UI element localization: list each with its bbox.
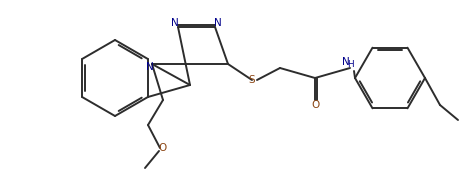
Text: O: O [158,143,166,153]
Text: N: N [214,18,222,28]
Text: O: O [311,100,319,110]
Text: S: S [249,75,255,85]
Text: N: N [171,18,179,28]
Text: H: H [347,59,353,69]
Text: N: N [342,57,350,67]
Text: N: N [146,62,154,72]
